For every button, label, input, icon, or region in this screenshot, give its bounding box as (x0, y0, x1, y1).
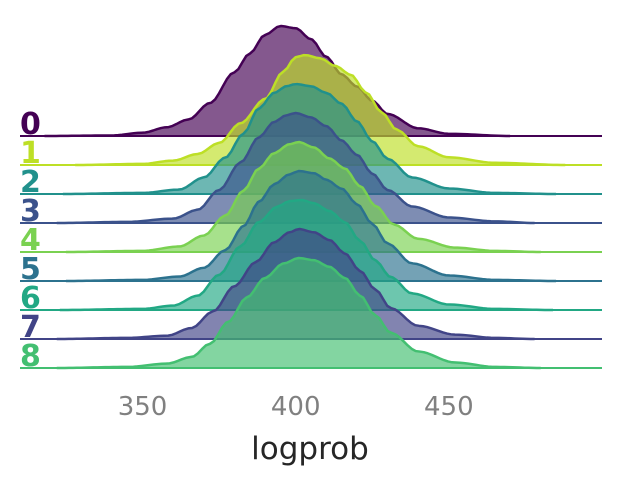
ridge-outline-5 (65, 169, 557, 283)
ridge-outline-3 (56, 111, 535, 225)
ridge-label-4: 4 (20, 223, 41, 258)
ridge-label-3: 3 (20, 194, 41, 229)
ridge-label-7: 7 (20, 310, 41, 345)
ridge-8: 8 (20, 256, 602, 374)
ridge-label-1: 1 (20, 136, 41, 171)
ridge-label-5: 5 (20, 252, 41, 287)
ridge-label-0: 0 (20, 107, 41, 142)
ridge-outline-2 (62, 82, 557, 196)
x-tick-label: 400 (271, 392, 321, 422)
ridge-outline-8 (56, 256, 541, 370)
ridge-outline-4 (65, 140, 541, 254)
x-tick-label: 450 (424, 392, 474, 422)
ridge-label-8: 8 (20, 339, 41, 374)
ridge-outline-7 (56, 227, 535, 341)
ridge-outline-1 (75, 53, 566, 167)
x-axis-label: logprob (251, 431, 369, 467)
ridge-label-6: 6 (20, 281, 41, 316)
ridge-area-8 (56, 258, 541, 368)
ridge-outline-6 (59, 198, 553, 312)
x-tick-label: 350 (118, 392, 168, 422)
x-axis-ticks: 350 400 450 (118, 392, 474, 422)
ridge-label-2: 2 (20, 165, 41, 200)
ridge-outline-0 (44, 24, 511, 138)
